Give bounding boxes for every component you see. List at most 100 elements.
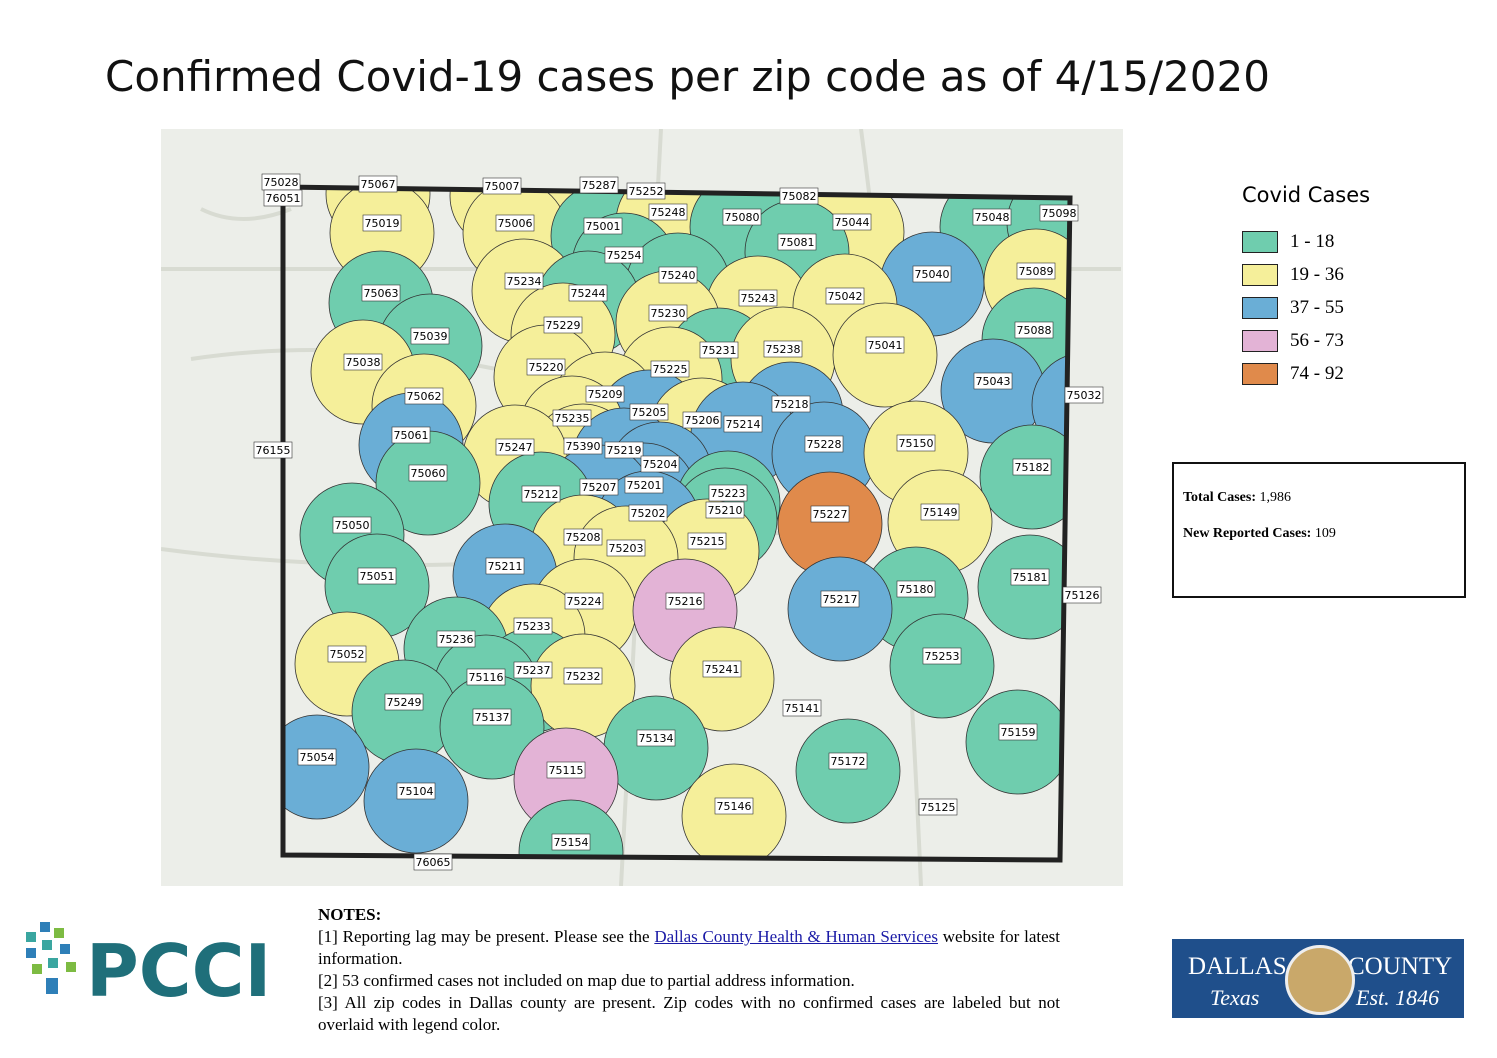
zip-label-box <box>436 630 476 648</box>
zip-label-box <box>825 287 865 305</box>
zip-label-box <box>782 699 822 717</box>
zip-label-box <box>327 645 367 663</box>
zip-label-box <box>1010 568 1050 586</box>
zip-label-box <box>526 358 566 376</box>
zip-label-box <box>1062 586 1102 604</box>
legend: Covid Cases 1 - 18 19 - 36 37 - 55 56 - 73 7… <box>1242 183 1370 390</box>
zip-label-box <box>896 580 936 598</box>
zip-label-box <box>410 327 450 345</box>
zip-label-box <box>738 289 778 307</box>
zip-label: 75019 <box>365 217 400 230</box>
zip-label: 75172 <box>831 755 866 768</box>
zip-label-box <box>552 409 592 427</box>
zip-label-box <box>513 661 553 679</box>
zip-label-box <box>384 693 424 711</box>
zip-label-box <box>865 336 905 354</box>
zip-label: 75141 <box>785 702 820 715</box>
zip-label: 75232 <box>566 670 601 683</box>
seal <box>1285 945 1355 1015</box>
zip-label: 75207 <box>582 481 617 494</box>
legend-swatch <box>1242 296 1278 319</box>
zip-label-box <box>332 516 372 534</box>
zip-label-box <box>485 557 525 575</box>
zip-label: 75209 <box>588 388 623 401</box>
zip-region <box>889 613 995 719</box>
legend-item: 74 - 92 <box>1242 357 1370 390</box>
zip-label-box <box>606 539 646 557</box>
zip-label-box <box>665 592 705 610</box>
zip-label: 75146 <box>717 800 752 813</box>
zip-region <box>979 424 1070 530</box>
zip-label-box <box>504 272 544 290</box>
zip-label: 75237 <box>516 664 551 677</box>
zip-label-box <box>413 853 453 871</box>
logo-text: Texas <box>1210 985 1260 1010</box>
logo-text: DALLAS <box>1188 953 1287 980</box>
zip-label-box <box>682 411 722 429</box>
zip-label-box <box>650 360 690 378</box>
zip-label: 75252 <box>629 185 664 198</box>
zip-label: 75039 <box>413 330 448 343</box>
zip-label-box <box>640 455 680 473</box>
label: Total Cases: <box>1183 490 1256 505</box>
zip-label-box <box>546 761 586 779</box>
legend-label: 56 - 73 <box>1290 329 1344 351</box>
zip-label: 75223 <box>711 487 746 500</box>
legend-label: 37 - 55 <box>1290 296 1344 318</box>
pcci-logo: PCCI <box>26 922 268 1008</box>
zip-label: 75125 <box>921 801 956 814</box>
zip-label: 75220 <box>529 361 564 374</box>
zip-label: 75044 <box>835 216 870 229</box>
zip-label: 75116 <box>469 671 504 684</box>
zip-label-box <box>922 647 962 665</box>
zip-label: 75248 <box>651 206 686 219</box>
zip-regions <box>283 187 1070 860</box>
zip-labels: 75028 76051 75067 75007 75287 75252 75082 75019… <box>253 173 1104 871</box>
zip-label-box <box>820 590 860 608</box>
zip-label: 75254 <box>607 249 642 262</box>
zip-region <box>363 748 469 854</box>
zip-label: 75181 <box>1013 571 1048 584</box>
zip-label-box <box>391 426 431 444</box>
zip-label: 75137 <box>475 711 510 724</box>
zip-label: 75243 <box>741 292 776 305</box>
zip-label: 75062 <box>407 390 442 403</box>
zip-label-box <box>810 505 850 523</box>
zip-label-box <box>585 385 625 403</box>
zip-label: 75211 <box>488 560 523 573</box>
zip-label: 75217 <box>823 593 858 606</box>
zip-label-box <box>563 667 603 685</box>
zip-label-box <box>482 177 522 195</box>
zip-label-box <box>568 284 608 302</box>
zip-label-box <box>779 187 819 205</box>
zip-label-box <box>705 501 745 519</box>
zip-label: 75390 <box>566 440 601 453</box>
zip-label-box <box>604 246 644 264</box>
zip-label: 76155 <box>256 444 291 457</box>
zip-label: 75241 <box>705 663 740 676</box>
notes: NOTES: [1] Reporting lag may be present.… <box>318 904 1060 1036</box>
zip-label-box <box>297 748 337 766</box>
zip-label-box <box>702 660 742 678</box>
new-cases: New Reported Cases: 109 <box>1183 526 1464 542</box>
zip-label: 75240 <box>661 269 696 282</box>
zip-label-box <box>564 592 604 610</box>
zip-label: 75244 <box>571 287 606 300</box>
zip-label: 75247 <box>498 441 533 454</box>
zip-label: 75088 <box>1017 324 1052 337</box>
zip-label-box <box>1016 262 1056 280</box>
zip-region <box>283 714 370 820</box>
zip-label-box <box>253 441 293 459</box>
zip-label: 75082 <box>782 190 817 203</box>
zip-label-box <box>579 478 619 496</box>
zip-label: 75041 <box>868 339 903 352</box>
zip-label: 75203 <box>609 542 644 555</box>
zip-label-box <box>648 304 688 322</box>
link[interactable]: Dallas County Health & Human Services <box>654 927 938 946</box>
zip-label-box <box>604 441 644 459</box>
zip-label: 75249 <box>387 696 422 709</box>
zip-label-box <box>495 438 535 456</box>
zip-label: 75231 <box>702 344 737 357</box>
zip-label: 75229 <box>546 319 581 332</box>
zip-label: 75038 <box>346 356 381 369</box>
